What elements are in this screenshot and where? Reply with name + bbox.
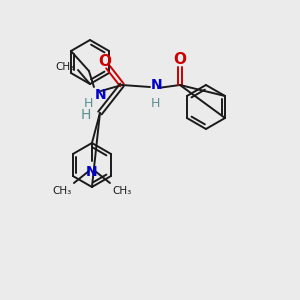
- Text: N: N: [95, 88, 106, 102]
- Text: CH₃: CH₃: [56, 62, 75, 72]
- Text: CH₃: CH₃: [53, 186, 72, 196]
- Text: N: N: [151, 78, 163, 92]
- Text: N: N: [86, 165, 98, 179]
- Text: H: H: [83, 97, 93, 110]
- Text: O: O: [173, 52, 186, 68]
- Text: H: H: [81, 108, 91, 122]
- Text: H: H: [151, 97, 160, 110]
- Text: CH₃: CH₃: [112, 186, 131, 196]
- Text: O: O: [98, 55, 111, 70]
